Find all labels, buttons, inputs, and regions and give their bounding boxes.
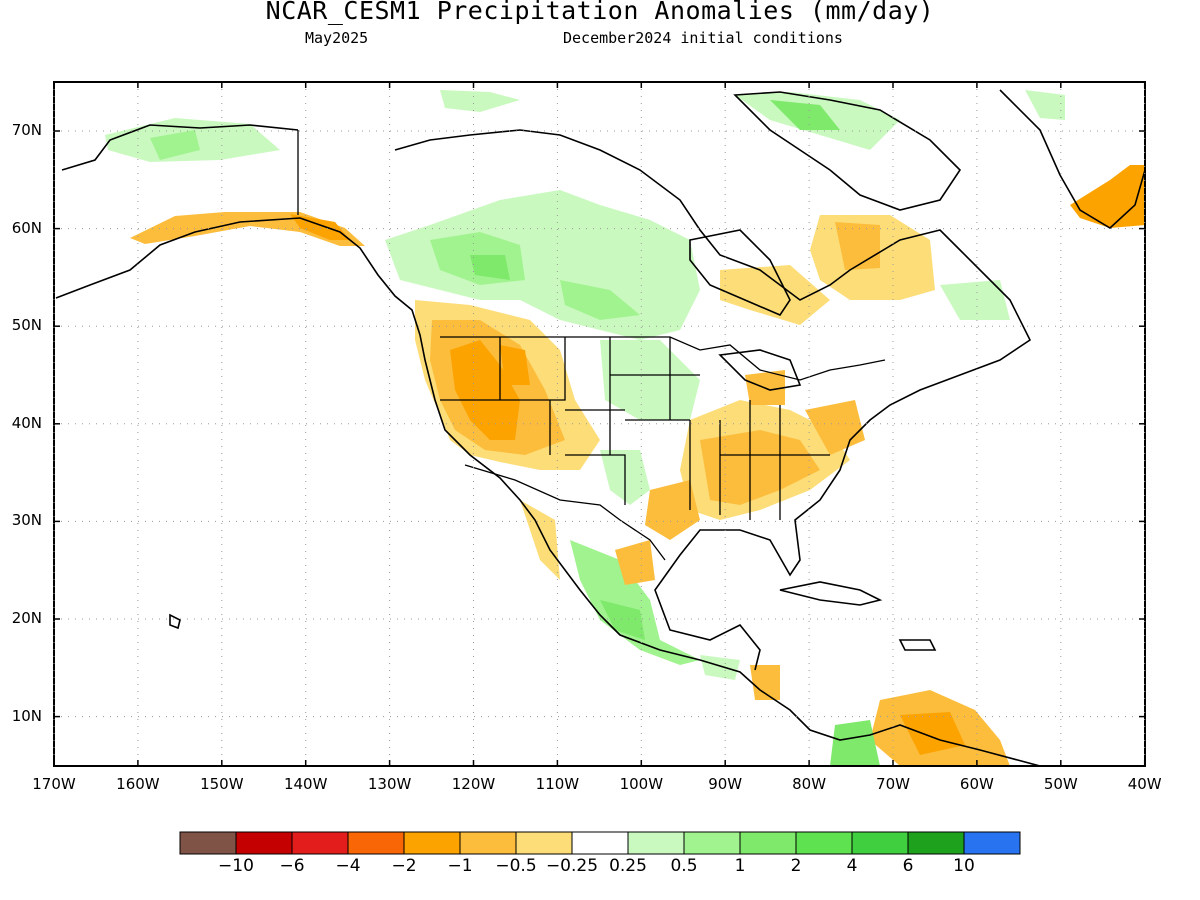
wet-anomaly-arctic-west [440, 90, 520, 112]
dry-anomaly-central-america [750, 665, 780, 700]
dry-anomaly-northeast-mexico [615, 540, 655, 585]
colorbar [179, 831, 1021, 855]
colorbar-label-9: 1 [734, 856, 746, 876]
dry-anomaly-venezuela-core [900, 712, 965, 755]
wet-anomaly-great-plains [600, 340, 700, 420]
cuba-outline [779, 581, 883, 606]
lon-label-100W: 100W [619, 775, 664, 793]
wet-anomaly-western-canada-peak [470, 255, 510, 280]
colorbar-label-7: 0.25 [609, 856, 647, 876]
colorbar-swatch-10 [739, 831, 797, 855]
lon-label-130W: 130W [367, 775, 412, 793]
gridlines [53, 82, 1146, 766]
wet-anomaly-mexico-core [600, 600, 645, 640]
axis-ticks [53, 82, 1146, 766]
forecast-month: May2025 [305, 29, 369, 47]
us-state-borders [440, 337, 830, 520]
dry-anomaly-idaho [500, 345, 530, 385]
colorbar-swatch-14 [963, 831, 1021, 855]
wet-anomaly-yucatan [700, 655, 740, 680]
lon-label-120W: 120W [451, 775, 496, 793]
colorbar-label-3: −2 [391, 856, 417, 876]
colorbar-swatch-7 [571, 831, 629, 855]
colorbar-swatch-13 [907, 831, 965, 855]
lon-label-110W: 110W [535, 775, 580, 793]
lat-label-30N: 30N [11, 511, 42, 530]
lon-label-90W: 90W [708, 775, 743, 793]
lon-label-60W: 60W [959, 775, 994, 793]
colorbar-label-0: −10 [218, 856, 254, 876]
lat-label-70N: 70N [11, 121, 42, 139]
atlantic-hudson-coastline [394, 129, 1032, 671]
great-lakes-outline [718, 349, 802, 391]
map-title: NCAR_CESM1 Precipitation Anomalies (mm/d… [265, 0, 935, 25]
lat-label-40N: 40N [11, 413, 42, 432]
lon-label-170W: 170W [32, 775, 76, 793]
colorbar-swatch-4 [403, 831, 461, 855]
anomaly-shading [105, 90, 1145, 766]
wet-anomaly-colombia [830, 720, 880, 766]
hawaii-outline [169, 613, 181, 630]
wet-anomaly-newfoundland [940, 280, 1010, 320]
lat-label-20N: 20N [11, 609, 42, 627]
lon-label-140W: 140W [283, 775, 328, 793]
colorbar-label-8: 0.5 [670, 856, 698, 876]
alaska-arctic-coast [61, 124, 299, 171]
dry-anomaly-baja [520, 500, 560, 580]
greenland-coast [999, 89, 1145, 229]
colorbar-label-5: −0.5 [495, 856, 537, 876]
wet-anomaly-saskatchewan [560, 280, 640, 320]
us-canada-border [440, 336, 886, 381]
lon-label-80W: 80W [792, 775, 827, 793]
colorbar-swatch-9 [683, 831, 741, 855]
initial-conditions-label: December2024 initial conditions [563, 29, 843, 47]
hispaniola-outline [898, 639, 937, 651]
colorbar-label-11: 4 [846, 856, 858, 876]
colorbar-swatch-12 [851, 831, 909, 855]
colorbar-swatch-3 [347, 831, 405, 855]
lon-label-70W: 70W [876, 775, 910, 793]
colorbar-swatch-5 [459, 831, 517, 855]
colorbar-swatch-0 [179, 831, 237, 855]
pacific-coastline [55, 217, 1041, 766]
colorbar-label-1: −6 [279, 856, 305, 876]
colorbar-label-10: 2 [790, 856, 802, 876]
dry-anomaly-texas-coast [645, 480, 700, 540]
us-mexico-border [464, 464, 666, 561]
baffin-island-outline [733, 91, 962, 211]
colorbar-swatch-11 [795, 831, 853, 855]
dry-anomaly-quebec [720, 265, 830, 325]
colorbar-swatch-6 [515, 831, 573, 855]
colorbar-swatch-8 [627, 831, 685, 855]
dry-anomaly-great-basin [450, 340, 520, 440]
wet-anomaly-baffin-core [770, 100, 840, 130]
dry-anomaly-south-greenland [1070, 165, 1145, 228]
colorbar-label-13: 10 [953, 856, 975, 876]
colorbar-label-12: 6 [902, 856, 914, 876]
map-frame [53, 81, 1146, 767]
wet-anomaly-mexico [570, 540, 700, 665]
lon-label-160W: 160W [116, 775, 160, 793]
coastlines [55, 89, 1145, 766]
colorbar-swatch-2 [291, 831, 349, 855]
lat-label-60N: 60N [11, 218, 42, 237]
lat-label-50N: 50N [11, 316, 42, 335]
lon-label-150W: 150W [200, 775, 244, 793]
colorbar-label-4: −1 [447, 856, 473, 876]
lat-label-10N: 10N [11, 706, 42, 725]
dry-anomaly-tennessee-valley [700, 430, 820, 505]
political-borders [297, 130, 886, 561]
wet-anomaly-greenland [1025, 90, 1065, 120]
lon-label-50W: 50W [1043, 775, 1078, 793]
hudson-bay-outline [689, 229, 791, 316]
colorbar-label-2: −4 [335, 856, 361, 876]
lon-label-40W: 40W [1127, 775, 1162, 793]
colorbar-label-6: −0.25 [545, 856, 599, 876]
wet-anomaly-north-alaska-core [150, 130, 200, 160]
colorbar-swatch-1 [235, 831, 293, 855]
